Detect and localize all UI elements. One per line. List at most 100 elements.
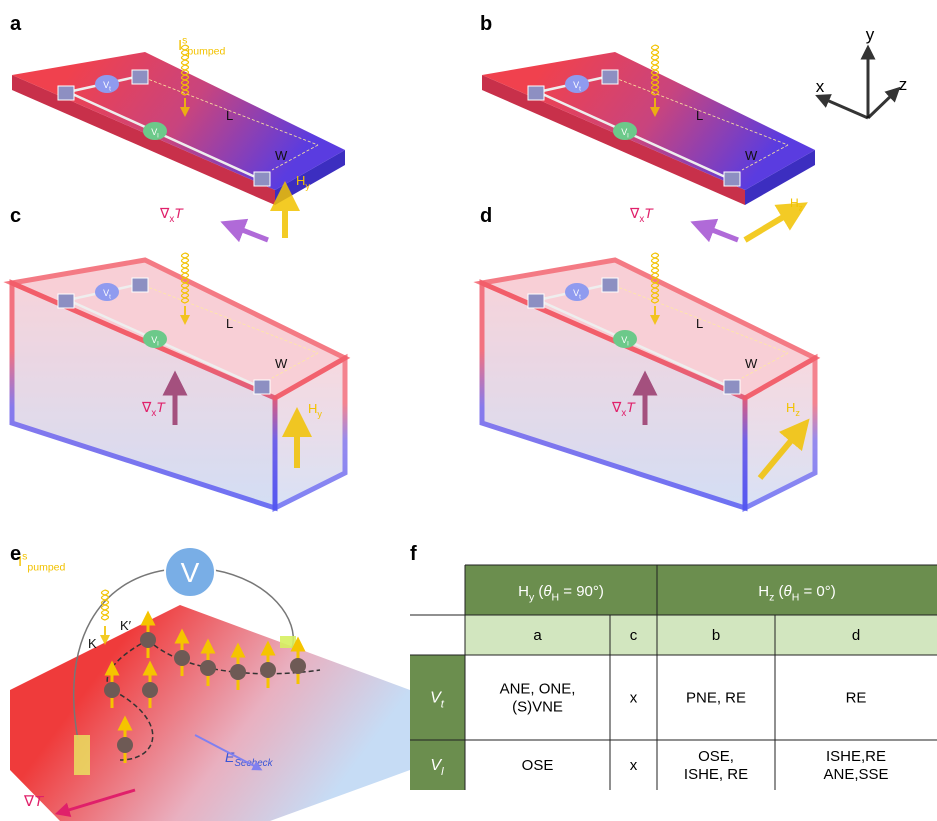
voltmeter-label: Vl <box>151 127 158 140</box>
coil <box>180 44 190 96</box>
cell-text: ISHE, RE <box>684 766 748 783</box>
field-label: Hz <box>786 400 800 418</box>
label-part: V <box>103 288 109 298</box>
label-part: l <box>627 133 628 140</box>
label-part: T <box>156 399 166 415</box>
coil <box>100 589 110 621</box>
width-label: W <box>745 356 758 371</box>
label-part: s <box>22 550 27 562</box>
label-part: ( <box>534 583 543 600</box>
electron <box>104 682 120 698</box>
label-part: I <box>178 37 182 54</box>
contact <box>601 69 619 85</box>
voltmeter-label: Vt <box>573 80 581 93</box>
group-header: Hy (θH = 90°) <box>518 583 604 604</box>
header-cell <box>465 565 657 615</box>
column-header-text: d <box>852 627 860 644</box>
slab-side <box>482 75 745 205</box>
electron <box>200 660 216 676</box>
gradient-label: ∇xT <box>611 399 636 419</box>
coil <box>650 252 660 304</box>
label-part: W <box>275 148 288 163</box>
axis-label: x <box>816 77 825 96</box>
contact <box>131 69 149 85</box>
width-label: W <box>745 148 758 163</box>
gradient-arrow <box>690 218 739 243</box>
voltmeter-label: Vl <box>621 127 628 140</box>
label-part: y <box>529 592 535 604</box>
cell-text: OSE, <box>698 748 734 765</box>
dim <box>741 352 789 379</box>
panel-label: c <box>10 205 21 227</box>
panel-label: e <box>10 543 21 565</box>
gradient-label: ∇xT <box>141 399 166 419</box>
coil <box>180 252 190 304</box>
arrow <box>815 94 869 120</box>
column-header-text: b <box>712 627 720 644</box>
electron <box>260 662 276 678</box>
label-part: H <box>296 173 305 188</box>
cell-text: PNE, RE <box>686 690 746 707</box>
label-part: V <box>621 127 627 137</box>
width-label: W <box>275 148 288 163</box>
label-part: V <box>103 80 109 90</box>
label-part: Seebeck <box>234 758 273 769</box>
label-part: = 0°) <box>799 583 835 600</box>
contact <box>723 379 741 395</box>
pumped-label: Ispumped <box>18 550 66 573</box>
voltmeter <box>565 283 589 301</box>
field-label: Hy <box>308 401 322 419</box>
label-part: z <box>795 408 800 418</box>
arrow <box>743 202 808 243</box>
panel-label: b <box>480 13 492 35</box>
valley-label: K <box>88 636 97 651</box>
wire <box>67 298 263 390</box>
label-part: ∇ <box>23 793 35 810</box>
row-header <box>410 740 465 790</box>
label-part: ∇ <box>611 399 622 415</box>
voltmeter <box>565 75 589 93</box>
label-part: T <box>34 793 45 810</box>
cell-text: x <box>630 690 638 707</box>
panel-label: d <box>480 205 492 227</box>
label-part: = 90°) <box>559 583 604 600</box>
header-cell <box>657 565 937 615</box>
label-part: L <box>226 108 233 123</box>
label-part: L <box>696 316 703 331</box>
label-part: ∇ <box>141 399 152 415</box>
wire <box>537 90 733 182</box>
label-part: T <box>626 399 636 415</box>
row-header-text: Vl <box>430 757 444 778</box>
slab <box>482 52 815 190</box>
label-part: y <box>317 409 322 419</box>
axis-label: y <box>866 25 875 44</box>
label-part: T <box>644 205 654 221</box>
wire <box>67 90 263 182</box>
label-part: H <box>308 401 317 416</box>
label-part: θ <box>784 583 792 600</box>
voltmeter <box>613 330 637 348</box>
voltmeter-label: Vt <box>103 80 111 93</box>
dim <box>609 283 789 354</box>
label-part: pumped <box>27 562 65 574</box>
label-part: ∇ <box>159 205 170 221</box>
slab-side <box>745 150 815 205</box>
label-part: H <box>792 592 800 604</box>
voltmeter <box>164 546 216 598</box>
label-part: t <box>441 698 445 710</box>
label-part: H <box>790 196 799 210</box>
label-part: V <box>151 335 157 345</box>
gradient-label: ∇xT <box>629 205 654 225</box>
gradient-label: ∇xT <box>159 205 184 225</box>
voltmeter <box>95 75 119 93</box>
voltmeter <box>613 122 637 140</box>
arrow <box>757 418 810 480</box>
label-part: θ <box>543 583 551 600</box>
electron <box>290 658 306 674</box>
column-header <box>657 615 775 655</box>
contact <box>74 735 90 775</box>
slab <box>12 52 345 190</box>
label-part: V <box>430 757 442 774</box>
label-part: T <box>174 205 184 221</box>
slab-side <box>12 75 275 205</box>
